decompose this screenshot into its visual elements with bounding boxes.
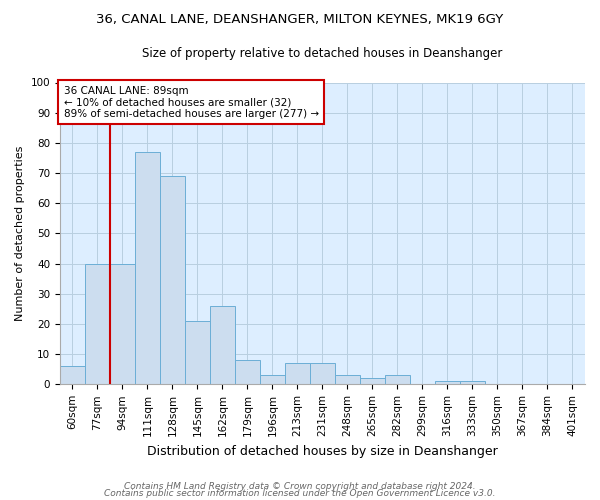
Bar xyxy=(285,363,310,384)
Bar xyxy=(360,378,385,384)
Bar xyxy=(235,360,260,384)
Text: 36, CANAL LANE, DEANSHANGER, MILTON KEYNES, MK19 6GY: 36, CANAL LANE, DEANSHANGER, MILTON KEYN… xyxy=(97,12,503,26)
Text: 36 CANAL LANE: 89sqm
← 10% of detached houses are smaller (32)
89% of semi-detac: 36 CANAL LANE: 89sqm ← 10% of detached h… xyxy=(64,86,319,118)
Bar xyxy=(260,376,285,384)
Text: Contains public sector information licensed under the Open Government Licence v3: Contains public sector information licen… xyxy=(104,490,496,498)
Text: Contains HM Land Registry data © Crown copyright and database right 2024.: Contains HM Land Registry data © Crown c… xyxy=(124,482,476,491)
Y-axis label: Number of detached properties: Number of detached properties xyxy=(15,146,25,321)
Bar xyxy=(210,306,235,384)
Bar xyxy=(460,382,485,384)
Bar xyxy=(60,366,85,384)
Title: Size of property relative to detached houses in Deanshanger: Size of property relative to detached ho… xyxy=(142,48,503,60)
Bar xyxy=(310,363,335,384)
Bar xyxy=(85,264,110,384)
Bar xyxy=(160,176,185,384)
Bar xyxy=(110,264,135,384)
Bar xyxy=(435,382,460,384)
X-axis label: Distribution of detached houses by size in Deanshanger: Distribution of detached houses by size … xyxy=(147,444,498,458)
Bar xyxy=(385,376,410,384)
Bar xyxy=(335,376,360,384)
Bar xyxy=(135,152,160,384)
Bar xyxy=(185,321,210,384)
